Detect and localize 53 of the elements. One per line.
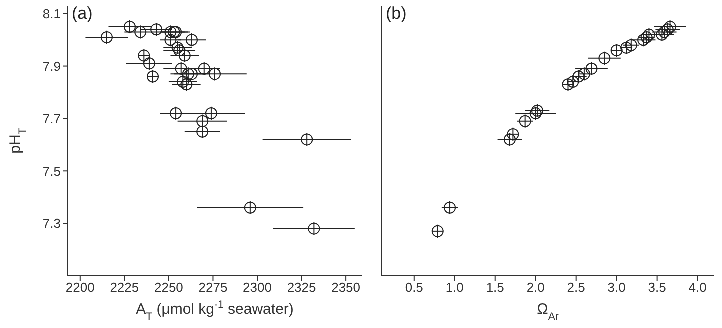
chart-title: (a) <box>72 4 93 24</box>
point <box>656 28 668 41</box>
y-tick-label: 7.3 <box>42 216 61 232</box>
x-tick-label: 0.5 <box>405 280 424 296</box>
y-tick-label: 7.9 <box>42 58 61 74</box>
x-tick-label: 3.5 <box>648 280 666 296</box>
x-tick-label: 2275 <box>198 280 228 296</box>
x-tick-label: 2350 <box>332 280 361 296</box>
point <box>147 70 160 83</box>
point <box>662 24 674 36</box>
x-tick-label: 2.0 <box>526 280 545 296</box>
point <box>134 26 147 38</box>
x-tick-label: 2250 <box>154 280 184 296</box>
x-tick-label: 2200 <box>66 280 95 296</box>
y-tick-label: 7.7 <box>42 111 61 126</box>
point <box>432 225 444 238</box>
point <box>643 28 656 41</box>
point <box>124 20 136 33</box>
point <box>504 134 516 146</box>
point <box>178 50 191 62</box>
x-tick-label: 3.0 <box>608 280 626 296</box>
point <box>301 134 314 146</box>
point <box>244 202 256 214</box>
point <box>664 20 676 33</box>
x-axis-title: Ω$_{Ar}$ <box>537 301 560 323</box>
x-tick-label: 2.5 <box>567 280 586 296</box>
point <box>308 222 320 235</box>
x-tick-label: 1.5 <box>486 280 504 296</box>
point <box>100 31 113 44</box>
point <box>610 44 623 57</box>
point <box>174 44 186 57</box>
x-tick-label: 2225 <box>110 280 140 296</box>
y-tick-label: 7.5 <box>42 164 61 179</box>
point <box>444 202 456 214</box>
x-axis-title: A$_{T}$ (μmol kg$^{-1}$ seawater) <box>136 299 294 323</box>
y-tick-label: 8.1 <box>42 6 61 22</box>
point <box>519 115 532 128</box>
point <box>180 78 193 91</box>
point <box>640 31 653 44</box>
point <box>164 34 177 46</box>
point <box>164 26 177 38</box>
x-tick-label: 2325 <box>287 280 316 296</box>
point <box>209 68 221 80</box>
point <box>598 52 611 64</box>
x-tick-label: 2300 <box>243 280 272 296</box>
point <box>531 104 544 117</box>
point <box>620 42 633 54</box>
chart-title: (b) <box>386 4 407 24</box>
x-tick-label: 1.0 <box>446 280 464 296</box>
point <box>150 24 163 36</box>
point <box>658 26 671 38</box>
point <box>205 107 218 120</box>
x-tick-label: 4.0 <box>688 280 707 296</box>
